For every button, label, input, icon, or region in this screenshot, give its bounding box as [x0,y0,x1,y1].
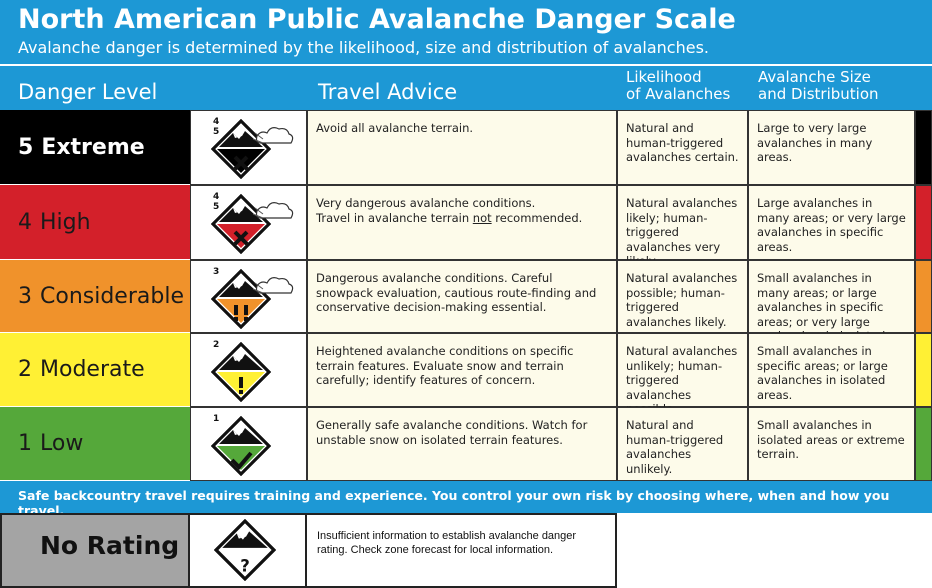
icon-wrap: ? [213,518,277,585]
level-number: 5 [18,134,34,160]
size-distribution: Small avalanches in specific areas; or l… [748,333,915,407]
icon-wrap [210,268,294,333]
level-number: 1 [18,431,32,456]
level-number: 4 [18,209,32,235]
travel-advice: Avoid all avalanche terrain. [307,110,617,185]
likelihood: Natural avalanches unlikely; human-trigg… [617,333,748,416]
color-strip [915,407,932,481]
icon-level: 4 [213,117,220,127]
size-distribution: Small avalanches in isolated areas or ex… [748,407,915,481]
likelihood: Natural avalanches possible; human-trigg… [617,260,748,333]
column-header: Likelihood of Avalanches [626,69,730,103]
no-rating-label: No Rating [0,513,190,588]
level-name: Moderate [40,357,145,382]
level-name: High [40,209,91,235]
level-name: Low [40,431,84,456]
icon-cell: 3 [190,260,307,333]
icon-wrap [210,415,272,480]
cloud [252,277,294,294]
advice-text: not [472,210,492,225]
color-strip [915,260,932,333]
advice-text: Dangerous avalanche conditions. Careful … [316,271,597,314]
danger-level: 4 High [0,185,190,260]
icon-level: 1 [213,414,220,424]
level-name: Considerable [40,283,184,309]
level-number: 2 [18,357,32,382]
size-distribution: Large avalanches in many areas; or very … [748,185,915,260]
icon-levels: 1 [213,414,219,424]
likelihood: Natural and human-triggered avalanches c… [617,110,748,185]
color-strip [915,333,932,407]
icon [210,415,272,477]
color-strip [915,110,932,185]
icon-wrap [210,118,294,183]
likelihood: Natural avalanches likely; human-trigger… [617,185,748,268]
no-rating-advice: Insufficient information to establish av… [307,513,617,588]
icon-level: 3 [213,267,220,277]
travel-advice: Generally safe avalanche conditions. Wat… [307,407,617,481]
cloud [252,127,294,144]
header-line: Avalanche Size [758,68,871,86]
danger-level: 5 Extreme [0,110,190,185]
icon-level: 2 [213,340,220,350]
header-line: and Distribution [758,85,879,103]
icon: ? [213,518,277,582]
title: North American Public Avalanche Danger S… [18,4,736,35]
divider [0,64,932,66]
icon-level: 5 [213,202,220,212]
color-strip [915,185,932,260]
header-band [0,0,932,110]
advice-text: recommended. [491,210,583,225]
icon-cell: 1 [190,407,307,481]
column-header: Avalanche Size and Distribution [758,69,879,103]
advice-text: Very dangerous avalanche conditions. [316,196,536,210]
icon-levels: 2 [213,340,219,350]
svg-text:?: ? [240,557,250,576]
size-distribution: Large to very large avalanches in many a… [748,110,915,185]
advice-text: Heightened avalanche conditions on speci… [316,344,574,387]
size-distribution: Small avalanches in many areas; or large… [748,260,915,358]
level-name: Extreme [41,134,145,160]
advice-text: Generally safe avalanche conditions. Wat… [316,418,588,447]
icon-level: 5 [213,127,220,137]
no-rating-icon: ? [190,513,307,588]
subtitle: Avalanche danger is determined by the li… [18,38,710,57]
icon-levels: 3 [213,267,219,277]
advice-text: Avoid all avalanche terrain. [316,121,474,135]
icon [210,193,272,255]
advice-text: Travel in avalanche terrain [316,210,473,225]
icon-wrap [210,341,272,406]
danger-level: 1 Low [0,407,190,481]
footer: Safe backcountry travel requires trainin… [0,481,932,518]
icon-level: 4 [213,192,220,202]
danger-level: 2 Moderate [0,333,190,407]
travel-advice: Dangerous avalanche conditions. Careful … [307,260,617,333]
icon-cell: 2 [190,333,307,407]
header-line: of Avalanches [626,85,731,103]
icon-wrap [210,193,294,258]
column-header: Travel Advice [318,80,458,104]
cloud [252,202,294,219]
likelihood: Natural and human-triggered avalanches u… [617,407,748,481]
travel-advice: Heightened avalanche conditions on speci… [307,333,617,407]
danger-level: 3 Considerable [0,260,190,333]
column-header: Danger Level [18,80,158,104]
icon [210,268,272,330]
travel-advice: Very dangerous avalanche conditions. Trav… [307,185,617,260]
level-number: 3 [18,283,32,309]
icon [210,341,272,403]
header-line: Likelihood [626,68,702,86]
